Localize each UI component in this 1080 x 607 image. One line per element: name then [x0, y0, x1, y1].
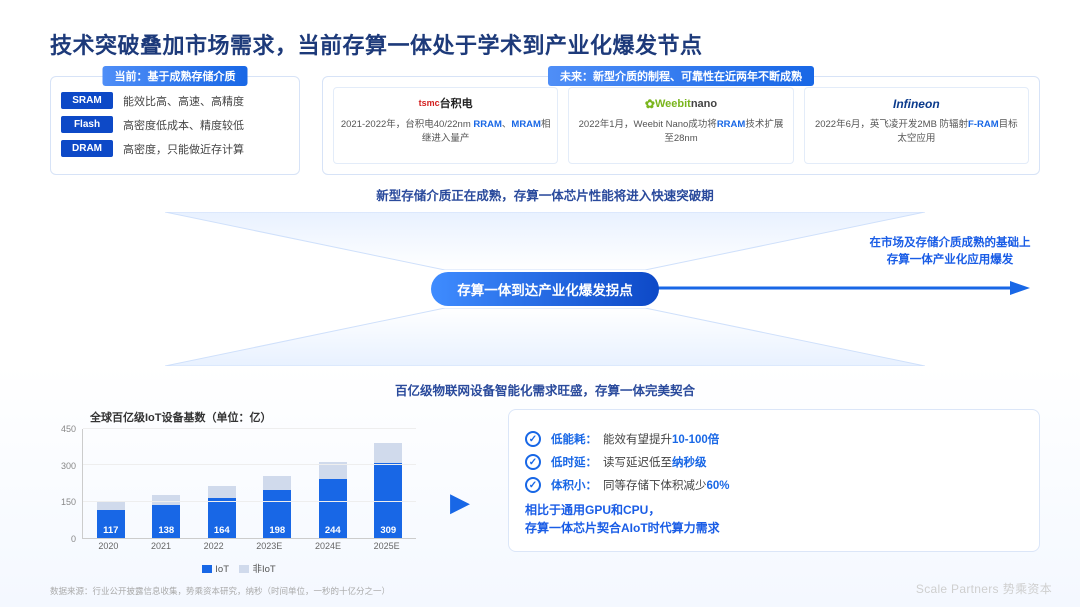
bar-iot: 244 — [319, 479, 347, 538]
side-callout: 在市场及存储介质成熟的基础上存算一体产业化应用爆发 — [850, 235, 1050, 270]
bar-col: 138 — [151, 429, 181, 538]
bar-col: 309 — [373, 429, 403, 538]
chart-plot: 117 138 164 198 244 309 — [82, 429, 416, 539]
bar-noniot — [97, 502, 125, 510]
bar-noniot — [208, 486, 236, 498]
mem-row: SRAM 能效比高、高速、高精度 — [61, 92, 289, 109]
middle-band: 新型存储介质正在成熟，存算一体芯片性能将进入快速突破期 存算一体到达产业化爆发拐… — [50, 185, 1040, 399]
mid-line-bottom: 百亿级物联网设备智能化需求旺盛，存算一体完美契合 — [50, 380, 1040, 399]
bar-iot: 117 — [97, 510, 125, 538]
bar-iot: 138 — [152, 505, 180, 538]
funnel-bottom — [165, 308, 925, 366]
mem-desc: 高密度，只能做近存计算 — [123, 141, 244, 157]
vendor-infineon: Infineon2022年6月，英飞凌开发2MB 防辐射F-RAM目标太空应用 — [804, 87, 1029, 164]
mem-row: Flash 高密度低成本、精度较低 — [61, 116, 289, 133]
feature-summary: 相比于通用GPU和CPU，存算一体芯片契合AIoT时代算力需求 — [525, 501, 1023, 537]
triangle-icon: ▶ — [450, 487, 478, 518]
vendor-weebit: ✿Weebitnano2022年1月，Weebit Nano成功将RRAM技术扩… — [568, 87, 793, 164]
mem-chip: Flash — [61, 116, 113, 133]
bar-noniot — [374, 443, 402, 464]
weebit-logo: ✿Weebitnano — [575, 94, 786, 114]
current-storage-box: 当前：基于成熟存储介质 SRAM能效比高、高速、高精度Flash高密度低成本、精… — [50, 76, 300, 175]
bar-col: 198 — [262, 429, 292, 538]
brand-watermark: Scale Partners势乘资本 — [916, 580, 1052, 597]
arrow-right — [610, 281, 1030, 295]
features-box: ✓低能耗：能效有望提升10-100倍 ✓低时延：读写延迟低至纳秒级 ✓体积小：同等存… — [508, 409, 1040, 552]
top-section: 当前：基于成熟存储介质 SRAM能效比高、高速、高精度Flash高密度低成本、精… — [50, 76, 1040, 175]
infineon-logo: Infineon — [811, 94, 1022, 114]
current-tab: 当前：基于成熟存储介质 — [103, 66, 248, 86]
chart-legend: IoT 非IoT — [50, 561, 420, 575]
tsmc-logo: tsmc 台积电 — [340, 94, 551, 114]
bar-col: 244 — [318, 429, 348, 538]
chart-title: 全球百亿级IoT设备基数（单位：亿） — [90, 409, 420, 425]
iot-chart: 全球百亿级IoT设备基数（单位：亿） 0150300450 1171381641… — [50, 409, 420, 575]
bar-iot: 198 — [263, 490, 291, 538]
y-axis: 0150300450 — [50, 429, 78, 539]
mem-desc: 高密度低成本、精度较低 — [123, 117, 244, 133]
feature-row: ✓低能耗：能效有望提升10-100倍 — [525, 431, 1023, 447]
feature-row: ✓低时延：读写延迟低至纳秒级 — [525, 454, 1023, 470]
feature-row: ✓体积小：同等存储下体积减少60% — [525, 477, 1023, 493]
bar-col: 117 — [96, 429, 126, 538]
center-pill: 存算一体到达产业化爆发拐点 — [431, 272, 659, 306]
vendor-tsmc: tsmc 台积电2021-2022年，台积电40/22nm RRAM、MRAM相… — [333, 87, 558, 164]
mem-row: DRAM 高密度，只能做近存计算 — [61, 140, 289, 157]
mem-desc: 能效比高、高速、高精度 — [123, 93, 244, 109]
page-title: 技术突破叠加市场需求，当前存算一体处于学术到产业化爆发节点 — [50, 28, 1040, 60]
future-tab: 未来：新型介质的制程、可靠性在近两年不断成熟 — [548, 66, 814, 86]
mid-line-top: 新型存储介质正在成熟，存算一体芯片性能将进入快速突破期 — [50, 185, 1040, 204]
mem-chip: DRAM — [61, 140, 113, 157]
funnel-top — [165, 212, 925, 270]
future-storage-box: 未来：新型介质的制程、可靠性在近两年不断成熟 tsmc 台积电2021-2022… — [322, 76, 1040, 175]
footnote: 数据来源：行业公开披露信息收集，势乘资本研究，纳秒（时间单位，一秒的十亿分之一） — [50, 585, 390, 597]
check-icon: ✓ — [525, 454, 541, 470]
x-axis: 2020202120222023E2024E2025E — [82, 541, 416, 559]
mem-chip: SRAM — [61, 92, 113, 109]
bottom-section: 全球百亿级IoT设备基数（单位：亿） 0150300450 1171381641… — [50, 409, 1040, 575]
check-icon: ✓ — [525, 431, 541, 447]
bar-iot: 164 — [208, 498, 236, 538]
bar-col: 164 — [207, 429, 237, 538]
bar-noniot — [263, 476, 291, 490]
check-icon: ✓ — [525, 477, 541, 493]
